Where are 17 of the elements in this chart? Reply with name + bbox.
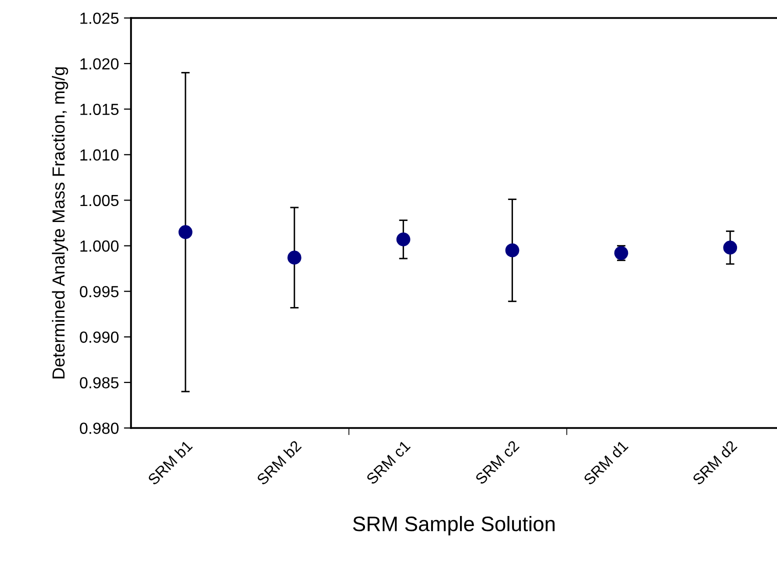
y-tick-label: 1.005	[80, 194, 119, 206]
y-tick-label: 0.990	[80, 332, 119, 343]
point	[505, 243, 520, 258]
x-axis-title: SRM Sample Solution	[353, 516, 555, 536]
point	[396, 232, 410, 246]
y-tick-label: 1.020	[80, 58, 119, 70]
point	[287, 250, 302, 265]
y-axis-title: Determined Analyte Mass Fraction, mg/g	[52, 67, 68, 378]
y-tick-label: 1.025	[80, 12, 119, 24]
y-tick-label: 1.010	[80, 149, 119, 161]
y-tick-label: 0.985	[80, 377, 119, 388]
y-tick-label: 1.015	[80, 104, 119, 116]
y-tick-label: 0.980	[80, 422, 119, 434]
y-tick-label: 1.000	[80, 240, 119, 252]
point	[723, 240, 738, 255]
point	[178, 225, 192, 240]
y-tick-label: 0.995	[80, 286, 119, 298]
